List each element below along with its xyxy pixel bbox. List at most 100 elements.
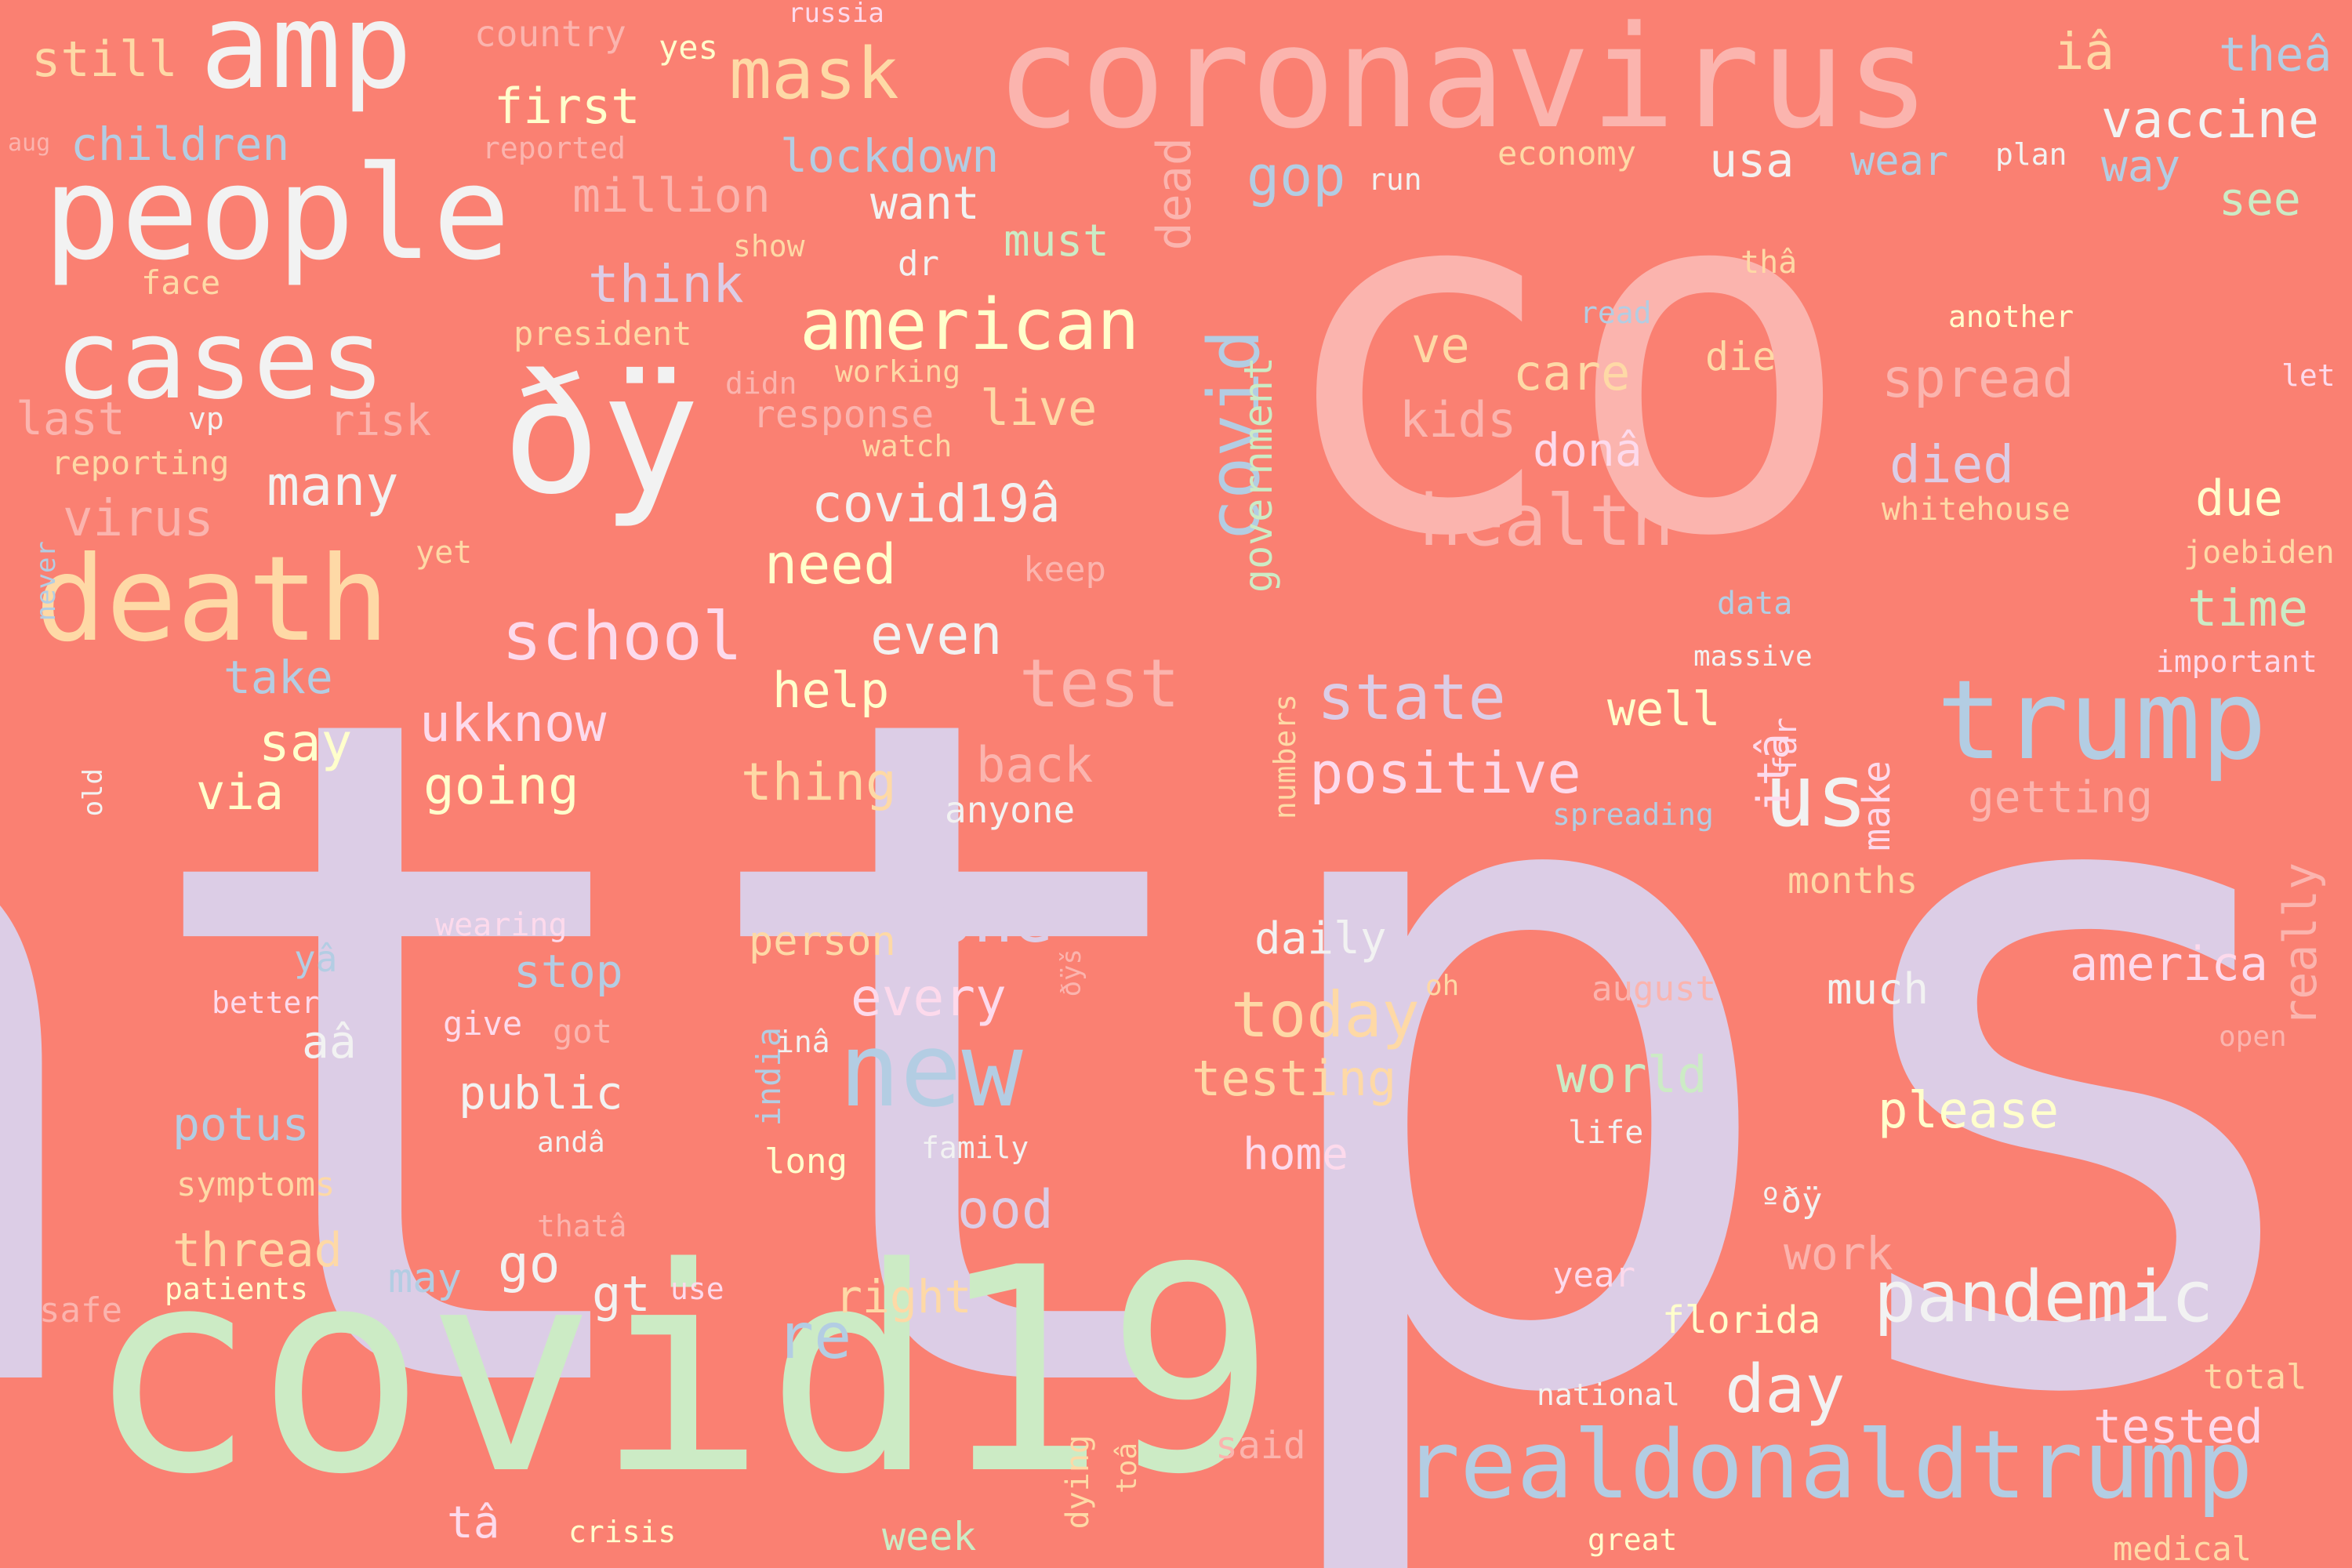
word-re: re bbox=[776, 1300, 852, 1373]
word-million: million bbox=[572, 169, 771, 223]
word-ve: ve bbox=[1411, 317, 1470, 374]
word-due: due bbox=[2195, 470, 2283, 527]
word-numbers: numbers bbox=[1268, 694, 1302, 820]
word-spread: spread bbox=[1882, 348, 2074, 410]
word-state: state bbox=[1317, 661, 1506, 734]
word-via: via bbox=[196, 764, 284, 821]
word-anda: andâ bbox=[537, 1127, 605, 1159]
word-oh: oh bbox=[1425, 970, 1460, 1002]
word-see: see bbox=[2219, 172, 2301, 226]
word-government: government bbox=[1236, 357, 1281, 593]
word-coronavirus: coronavirus bbox=[996, 0, 1931, 160]
word-many: many bbox=[267, 454, 399, 518]
word-said: said bbox=[1215, 1424, 1306, 1468]
word-way: way bbox=[2101, 141, 2181, 192]
word-patients: patients bbox=[165, 1272, 309, 1306]
word-trump: trump bbox=[1936, 657, 2267, 785]
word-kids: kids bbox=[1399, 391, 1517, 448]
word-months: months bbox=[1788, 859, 1918, 902]
word-pandemic: pandemic bbox=[1874, 1256, 2214, 1338]
word-realdonaldtrump: realdonaldtrump bbox=[1403, 1411, 2253, 1520]
word-thata: thatâ bbox=[537, 1209, 627, 1243]
word-ina: inâ bbox=[776, 1025, 830, 1059]
word-aug: aug bbox=[8, 129, 51, 157]
word-right: right bbox=[835, 1270, 972, 1323]
word-want: want bbox=[870, 176, 980, 230]
word-life: life bbox=[1568, 1115, 1644, 1151]
word-long: long bbox=[764, 1142, 848, 1181]
word-dying: dying bbox=[1060, 1435, 1096, 1530]
word-need: need bbox=[764, 532, 897, 597]
word-test: test bbox=[1019, 645, 1180, 723]
word-reporting: reporting bbox=[51, 444, 230, 482]
word-everyone: everyone bbox=[1980, 1330, 2169, 1375]
word-people: people bbox=[43, 138, 511, 289]
word-face: face bbox=[141, 263, 221, 302]
word-country: country bbox=[474, 13, 626, 55]
word-go: go bbox=[498, 1234, 561, 1294]
word-important: important bbox=[2156, 644, 2318, 679]
word-watch: watch bbox=[862, 429, 953, 463]
word-care: care bbox=[1513, 344, 1631, 401]
word-reported: reported bbox=[482, 131, 626, 165]
word-die: die bbox=[1705, 334, 1777, 379]
word-think: think bbox=[588, 254, 744, 314]
word-spreading: spreading bbox=[1552, 797, 1714, 832]
word-massive: massive bbox=[1693, 641, 1813, 673]
word-testing: testing bbox=[1192, 1050, 1397, 1107]
word-back: back bbox=[976, 736, 1094, 793]
word-cases: cases bbox=[55, 296, 386, 424]
word-read: read bbox=[1580, 296, 1652, 330]
word-family: family bbox=[921, 1131, 1029, 1165]
word-give: give bbox=[443, 1004, 523, 1043]
word-may: may bbox=[388, 1255, 462, 1302]
word-got: got bbox=[553, 1012, 612, 1051]
word-every: every bbox=[851, 967, 1007, 1028]
word-make: make bbox=[1855, 760, 1899, 851]
word-good: good bbox=[925, 1179, 1054, 1241]
word-far: far bbox=[1768, 717, 1804, 775]
word-live: live bbox=[980, 379, 1098, 437]
word-economy: economy bbox=[1497, 134, 1637, 172]
word-thea: theâ bbox=[2219, 27, 2332, 82]
word-daily: daily bbox=[1254, 913, 1387, 964]
word-wear: wear bbox=[1850, 138, 1949, 185]
word-working: working bbox=[835, 354, 961, 389]
word-great: great bbox=[1588, 1523, 1678, 1557]
word-getting: getting bbox=[1968, 772, 2154, 823]
word-america: america bbox=[2070, 937, 2268, 992]
word-anyone: anyone bbox=[945, 789, 1076, 831]
word-aa: aâ bbox=[302, 1015, 357, 1069]
word-going: going bbox=[423, 756, 579, 816]
word-work: work bbox=[1784, 1227, 1893, 1280]
word-o-y: ºðÿ bbox=[1760, 1181, 1823, 1221]
word-safe: safe bbox=[39, 1290, 122, 1330]
word-run: run bbox=[1368, 162, 1422, 197]
word-positive: positive bbox=[1309, 740, 1581, 806]
word-old: old bbox=[78, 768, 109, 817]
word-yet: yet bbox=[416, 535, 473, 571]
word-open: open bbox=[2219, 1021, 2287, 1053]
word-even: even bbox=[870, 603, 1003, 667]
word-ia: iâ bbox=[2054, 24, 2115, 82]
word-lockdown: lockdown bbox=[780, 129, 1000, 183]
word-toa: toâ bbox=[1111, 1443, 1143, 1494]
word-mask: mask bbox=[729, 33, 899, 115]
word-gop: gop bbox=[1247, 144, 1346, 209]
word-gt: gt bbox=[592, 1265, 651, 1323]
word-children: children bbox=[71, 118, 290, 171]
word-today: today bbox=[1231, 978, 1420, 1051]
word-better: better bbox=[212, 985, 320, 1020]
word-amp: amp bbox=[200, 0, 412, 115]
word-dead: dead bbox=[1147, 137, 1202, 251]
word-symptoms: symptoms bbox=[176, 1165, 336, 1203]
word-health: health bbox=[1419, 480, 1675, 562]
word-medical: medical bbox=[2113, 1530, 2252, 1568]
word-one: one bbox=[933, 880, 1054, 958]
word-new: new bbox=[839, 1011, 1023, 1130]
word-virus: virus bbox=[63, 490, 214, 548]
word-world: world bbox=[1556, 1047, 1708, 1105]
word-year: year bbox=[1552, 1255, 1635, 1295]
word-american: american bbox=[800, 284, 1140, 366]
